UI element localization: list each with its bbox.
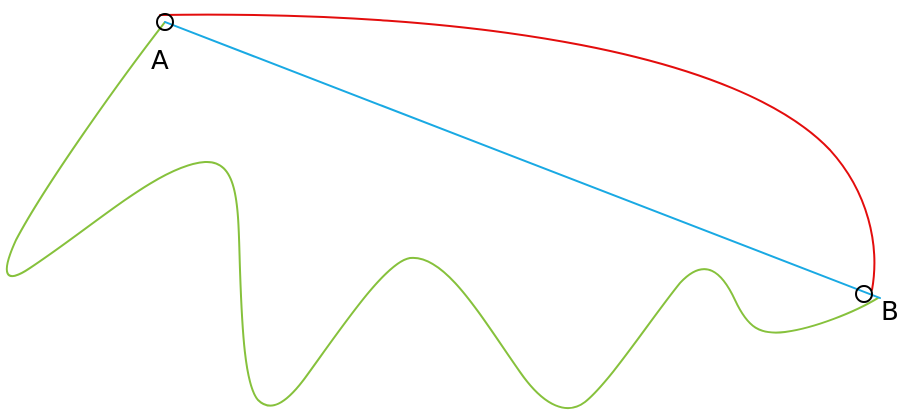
point-b-marker bbox=[855, 285, 873, 303]
point-b-label: B bbox=[881, 297, 899, 327]
wavy-path bbox=[5, 21, 879, 410]
point-a-label: A bbox=[151, 46, 169, 76]
point-a-marker bbox=[156, 13, 174, 31]
arc-path bbox=[159, 13, 876, 291]
straight-path bbox=[164, 21, 881, 299]
